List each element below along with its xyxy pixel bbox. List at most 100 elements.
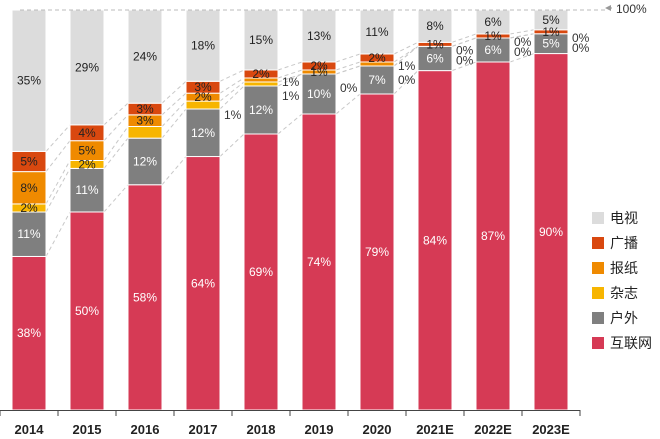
bar-segment <box>11 9 47 152</box>
legend-swatch <box>592 262 604 274</box>
connector-line <box>103 184 129 213</box>
data-label: 0% <box>398 73 416 87</box>
bar-segment <box>475 9 511 35</box>
x-tick-label: 2022E <box>474 422 512 437</box>
connector-line <box>219 69 245 82</box>
data-label: 3% <box>194 80 212 94</box>
data-label: 38% <box>17 326 41 340</box>
connector-line <box>45 160 71 205</box>
connector-line <box>45 211 71 257</box>
x-tick-label: 2018 <box>247 422 276 437</box>
connector-line <box>277 73 303 87</box>
bar-segment <box>533 9 569 31</box>
data-label: 58% <box>133 290 157 304</box>
connector-line <box>161 156 187 186</box>
data-label: 50% <box>75 304 99 318</box>
connector-line <box>103 114 129 142</box>
data-label: 35% <box>17 74 41 88</box>
connector-line <box>335 65 361 75</box>
data-label: 64% <box>191 276 215 290</box>
data-label: 74% <box>307 255 331 269</box>
connector-line <box>335 53 361 63</box>
x-tick-label: 2017 <box>189 422 218 437</box>
data-label: 8% <box>426 19 444 33</box>
data-label: 2% <box>368 51 386 65</box>
connector-line <box>219 77 245 94</box>
legend-label: 互联网 <box>610 336 652 352</box>
data-label: 18% <box>191 39 215 53</box>
connector-line <box>451 37 477 47</box>
data-label: 79% <box>365 245 389 259</box>
data-label: 0% <box>340 81 358 95</box>
data-label: 2% <box>78 157 96 171</box>
data-label: 11% <box>75 183 98 197</box>
data-label: 29% <box>75 60 99 74</box>
data-label: 6% <box>484 15 502 29</box>
data-label: 12% <box>191 126 215 140</box>
bar-segment <box>475 37 511 63</box>
data-label: 0% <box>514 45 532 59</box>
connector-line <box>393 41 419 55</box>
bar-segment <box>243 9 279 71</box>
connector-line <box>277 73 303 83</box>
data-label: 6% <box>426 51 444 65</box>
bar-segment <box>301 113 337 411</box>
connector-line <box>509 29 535 35</box>
data-label: 13% <box>307 29 331 43</box>
bar-segment <box>185 156 221 411</box>
data-label: 87% <box>481 229 505 243</box>
value-labels: 38%11%2%8%5%35%50%11%2%5%4%29%58%12%3%3%… <box>17 13 590 340</box>
data-label: 2% <box>252 67 270 81</box>
connector-line <box>451 33 477 43</box>
connector-line <box>277 61 303 71</box>
bar-segment <box>127 137 163 186</box>
connector-line <box>393 45 419 67</box>
connector-line <box>161 92 187 116</box>
legend-swatch <box>592 312 604 324</box>
data-label: 5% <box>20 155 38 169</box>
legend-label: 广播 <box>610 236 638 252</box>
data-label: 1% <box>282 89 300 103</box>
data-label: 15% <box>249 33 273 47</box>
data-label: 1% <box>224 108 242 122</box>
connector-lines <box>45 29 535 257</box>
connector-line <box>219 133 245 157</box>
bar-segment <box>127 9 163 104</box>
bar-segment <box>243 133 279 411</box>
data-label: 8% <box>20 181 38 195</box>
connector-line <box>335 61 361 71</box>
x-tick-label: 2023E <box>532 422 570 437</box>
data-label: 5% <box>542 13 560 27</box>
data-label: 1% <box>310 65 328 79</box>
x-tick-label: 2015 <box>73 422 102 437</box>
bar-segment <box>417 9 453 43</box>
data-label: 5% <box>542 37 560 51</box>
data-label: 0% <box>514 35 532 49</box>
data-label: 2% <box>310 59 328 73</box>
connector-line <box>103 126 129 161</box>
data-label: 12% <box>249 103 273 117</box>
legend-label: 杂志 <box>610 286 638 302</box>
connector-line <box>219 85 245 110</box>
x-axis: 2014 2015 2016 2017 2018 2019 2020 2021E 2022E 20… <box>0 410 581 437</box>
legend-label: 户外 <box>610 310 638 327</box>
x-tick-label: 2016 <box>131 422 160 437</box>
data-label: 1% <box>282 75 300 89</box>
data-label: 2% <box>194 90 212 104</box>
data-label: 10% <box>307 87 331 101</box>
data-label: 3% <box>136 114 154 128</box>
legend-swatch <box>592 237 604 249</box>
data-label: 84% <box>423 233 447 247</box>
x-tick-label: 2019 <box>305 422 334 437</box>
top-marker-label: 100% <box>616 2 647 16</box>
top-marker: 100% <box>20 2 647 16</box>
connector-line <box>451 61 477 72</box>
connector-line <box>335 93 361 115</box>
data-label: 0% <box>572 31 590 45</box>
data-label: 11% <box>17 227 40 241</box>
data-label: 1% <box>542 25 560 39</box>
bar-segment <box>69 167 105 213</box>
legend-label: 电视 <box>610 211 638 227</box>
top-arrow-head <box>605 5 611 11</box>
